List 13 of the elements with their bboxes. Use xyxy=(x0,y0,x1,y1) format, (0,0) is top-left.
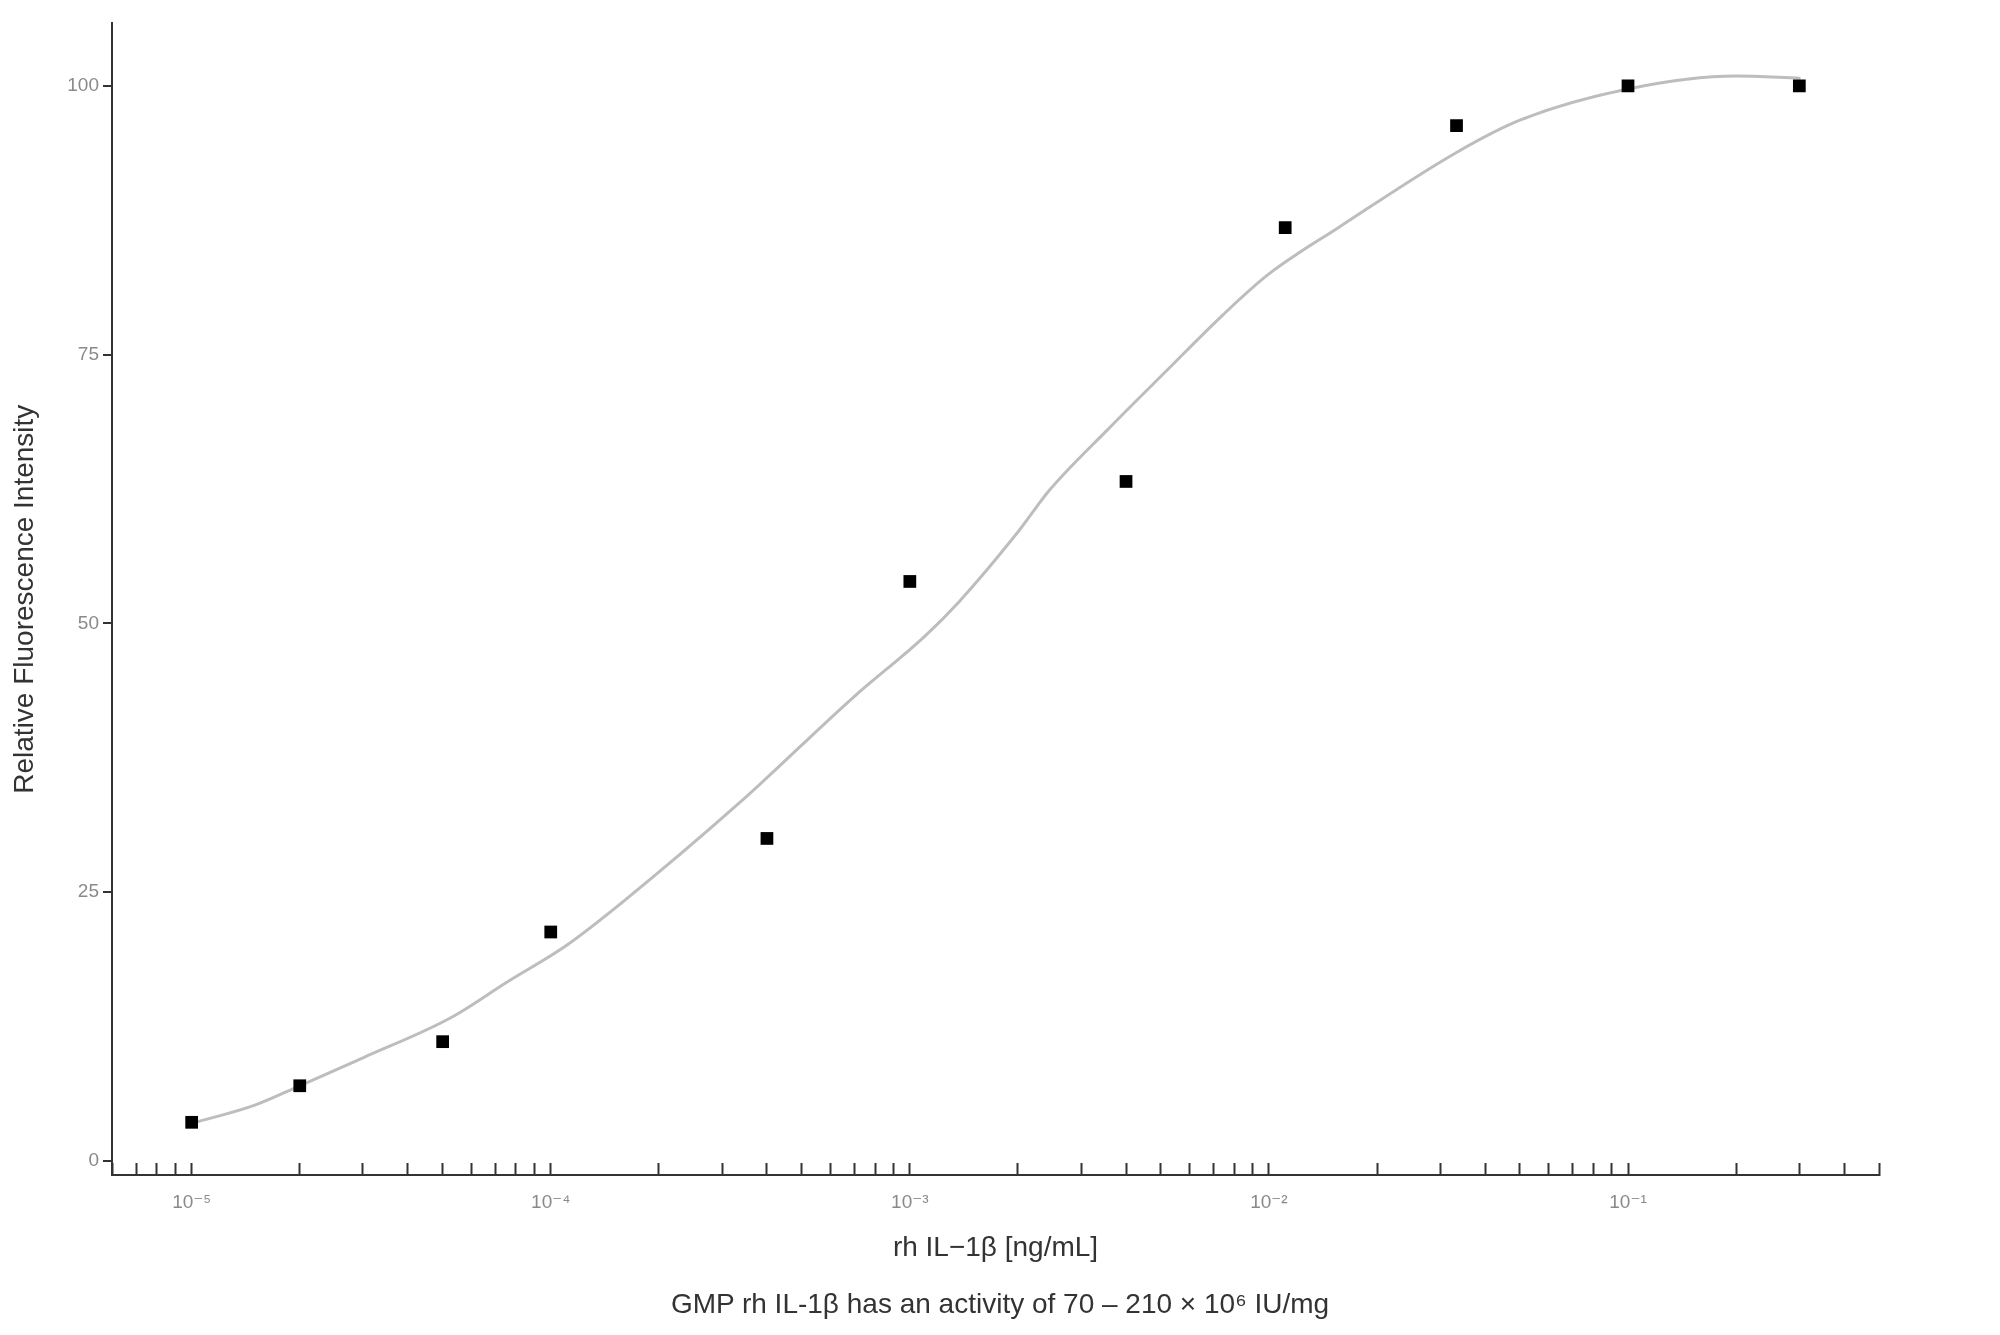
x-tick-label: 10⁻³ xyxy=(891,1190,929,1212)
x-axis-title: rh IL−1β [ng/mL] xyxy=(892,1230,1099,1262)
y-tick-label: 25 xyxy=(77,880,99,902)
x-tick-label: 10⁻² xyxy=(1250,1190,1288,1212)
x-tick-label: 10⁻⁴ xyxy=(531,1190,571,1212)
x-tick-label: 10⁻¹ xyxy=(1609,1190,1647,1212)
y-tick-label: 100 xyxy=(67,74,99,95)
y-tick-label: 50 xyxy=(77,611,99,633)
text: GMP rh IL-1β has an activity of 70 – 210 × 10⁶ IU/mg xyxy=(669,1287,1331,1321)
y-tick-label: 0 xyxy=(88,1149,99,1171)
y-axis-title: Relative Fluorescence Intensity xyxy=(7,404,39,794)
y-tick-label: 75 xyxy=(77,342,99,364)
x-tick-label: 10⁻⁵ xyxy=(172,1190,212,1212)
